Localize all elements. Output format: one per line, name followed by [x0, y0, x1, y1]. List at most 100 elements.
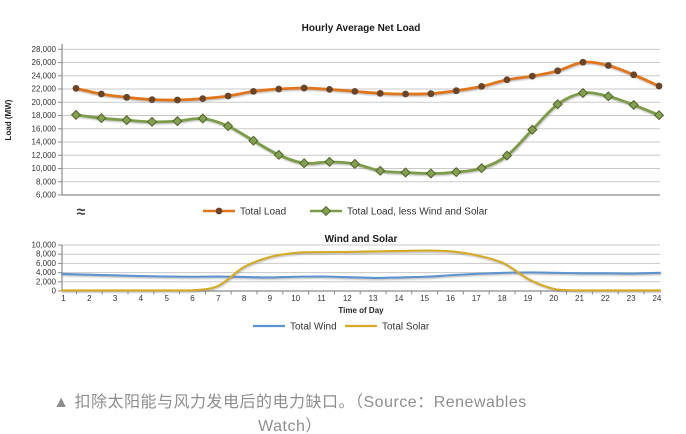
figure-caption: ▲ 扣除太阳能与风力发电后的电力缺口。（Source：Renewables Wa… — [53, 394, 527, 434]
data-point-marker — [351, 87, 359, 95]
x-tick-label: 16 — [446, 294, 455, 303]
data-point-marker — [72, 84, 80, 92]
y-tick-label: 14,000 — [32, 138, 57, 147]
data-point-marker — [552, 99, 563, 110]
chart1-y-axis-title: Load (MW) — [4, 99, 13, 140]
series-line-1 — [60, 249, 662, 292]
series-line-0 — [60, 271, 662, 279]
data-point-marker — [427, 90, 435, 98]
data-point-marker — [197, 113, 208, 124]
y-tick-label: 10,000 — [32, 164, 57, 173]
y-tick-label: 0 — [52, 287, 57, 296]
legend-net-load-label: Total Load, less Wind and Solar — [347, 207, 488, 218]
legend-total-load-label: Total Load — [240, 207, 286, 218]
x-tick-label: 24 — [652, 294, 661, 303]
x-tick-label: 8 — [242, 294, 247, 303]
data-point-marker — [146, 116, 158, 127]
data-point-marker — [630, 71, 638, 79]
y-tick-label: 20,000 — [32, 98, 57, 107]
x-tick-label: 15 — [420, 294, 429, 303]
chart2-x-axis-title: Time of Day — [338, 306, 384, 315]
y-tick-label: 2,000 — [36, 277, 57, 286]
y-tick-label: 22,000 — [32, 85, 57, 94]
series-line-1 — [74, 91, 661, 175]
x-tick-label: 13 — [369, 294, 378, 303]
data-point-marker — [554, 67, 562, 75]
data-point-marker — [400, 167, 411, 178]
y-tick-label: 12,000 — [32, 151, 57, 160]
legend-total-wind-label: Total Wind — [290, 322, 337, 333]
data-point-marker — [451, 167, 462, 178]
y-tick-label: 6,000 — [36, 191, 57, 200]
x-tick-label: 18 — [498, 294, 507, 303]
data-point-marker — [478, 82, 485, 90]
y-tick-label: 8,000 — [36, 177, 57, 186]
data-point-marker — [452, 87, 460, 95]
x-tick-label: 21 — [575, 294, 584, 303]
y-tick-label: 4,000 — [36, 268, 57, 277]
data-point-marker — [501, 150, 513, 161]
series-line-0 — [74, 60, 661, 102]
x-tick-label: 23 — [627, 294, 636, 303]
data-point-marker — [300, 84, 308, 92]
data-point-marker — [97, 90, 105, 98]
x-tick-label: 22 — [601, 294, 610, 303]
data-point-marker — [172, 116, 183, 127]
legend-net-load-marker — [320, 205, 332, 217]
x-tick-label: 4 — [139, 294, 144, 303]
axis-break-symbol: ≈ — [77, 204, 86, 221]
x-tick-label: 19 — [523, 294, 532, 303]
y-tick-label: 10,000 — [32, 241, 57, 250]
data-point-marker — [273, 149, 284, 161]
data-point-marker — [653, 110, 665, 121]
chart2-title: Wind and Solar — [325, 234, 398, 245]
y-tick-label: 26,000 — [32, 58, 57, 67]
data-point-marker — [628, 99, 639, 111]
y-tick-label: 8,000 — [36, 250, 57, 259]
x-tick-label: 12 — [343, 294, 352, 303]
data-point-marker — [123, 93, 131, 101]
y-tick-label: 24,000 — [32, 71, 57, 80]
data-point-marker — [299, 158, 310, 169]
data-point-marker — [503, 76, 511, 84]
x-tick-label: 2 — [87, 294, 92, 303]
data-point-marker — [222, 121, 234, 132]
chart1-plot-area: 28,000 26,000 24,000 22,000 20,000 18,000 16,0… — [32, 44, 665, 200]
x-tick-label: 14 — [394, 294, 403, 303]
legend-total-solar-label: Total Solar — [382, 322, 430, 333]
data-point-marker — [476, 163, 487, 174]
x-tick-label: 5 — [164, 294, 169, 303]
data-point-marker — [376, 89, 384, 97]
x-tick-label: 7 — [216, 294, 221, 303]
data-point-marker — [579, 58, 587, 66]
data-point-marker — [655, 82, 663, 90]
data-point-marker — [96, 113, 107, 124]
data-point-marker — [121, 115, 132, 126]
data-point-marker — [275, 85, 283, 93]
y-tick-label: 6,000 — [36, 259, 57, 268]
data-point-marker — [326, 85, 333, 93]
legend-total-load-marker — [215, 207, 223, 215]
data-point-marker — [224, 92, 232, 100]
x-tick-label: 20 — [549, 294, 558, 303]
data-point-marker — [250, 87, 257, 95]
data-point-marker — [70, 109, 82, 120]
data-point-marker — [324, 156, 335, 167]
data-point-marker — [603, 91, 614, 102]
data-point-marker — [148, 96, 156, 104]
y-tick-label: 18,000 — [32, 111, 57, 120]
data-point-marker — [425, 168, 437, 179]
x-tick-label: 6 — [190, 294, 195, 303]
y-tick-label: 28,000 — [32, 45, 57, 54]
data-point-marker — [174, 96, 181, 104]
data-point-marker — [375, 165, 386, 176]
data-point-marker — [604, 62, 612, 69]
data-point-marker — [577, 87, 589, 99]
y-tick-label: 16,000 — [32, 124, 57, 133]
x-tick-label: 10 — [291, 294, 300, 303]
data-point-marker — [402, 90, 409, 98]
data-point-marker — [528, 72, 536, 80]
